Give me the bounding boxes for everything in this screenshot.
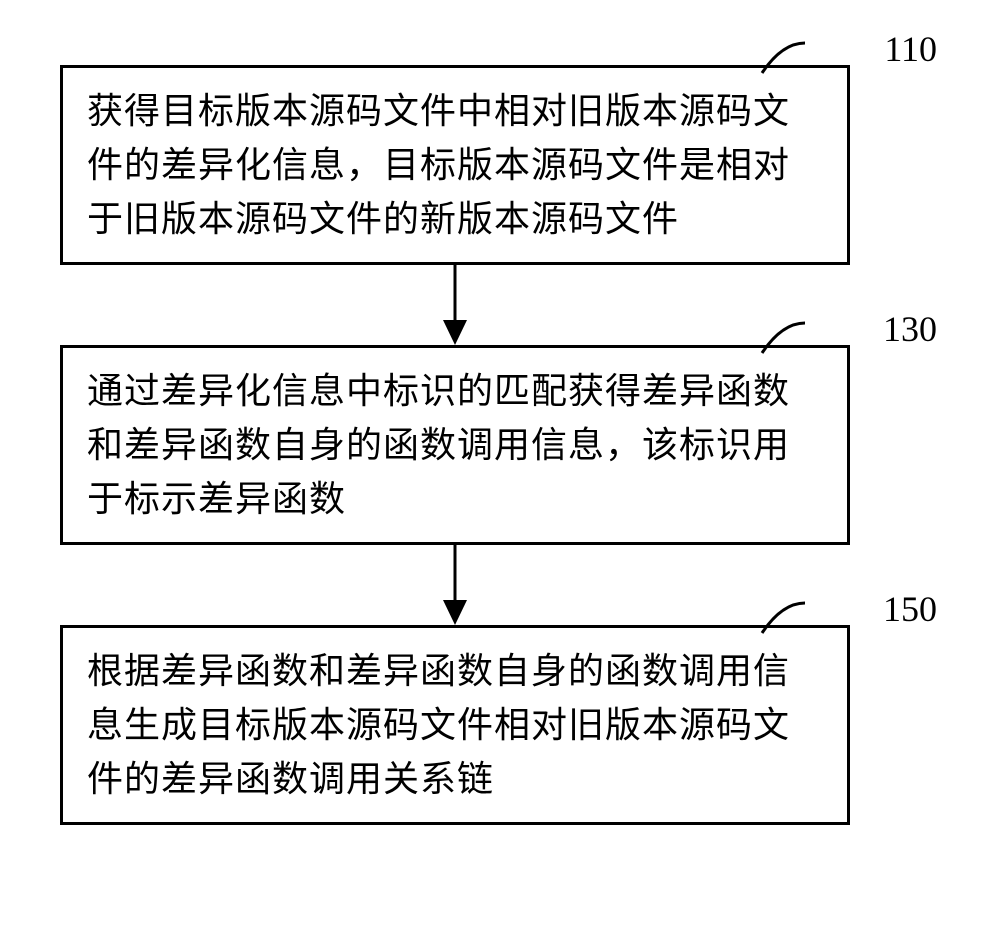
- step-text-150: 根据差异函数和差异函数自身的函数调用信息生成目标版本源码文件相对旧版本源码文件的…: [87, 644, 823, 806]
- arrow-110-130: [60, 265, 850, 345]
- ref-label-150: 150: [883, 588, 937, 630]
- step-text-110: 获得目标版本源码文件中相对旧版本源码文件的差异化信息，目标版本源码文件是相对于旧…: [87, 84, 823, 246]
- ref-curve-150: [757, 598, 807, 638]
- arrow-130-150: [60, 545, 850, 625]
- ref-label-130: 130: [883, 308, 937, 350]
- flow-step-130: 130 通过差异化信息中标识的匹配获得差异函数和差异函数自身的函数调用信息，该标…: [60, 345, 850, 545]
- ref-curve-130: [757, 318, 807, 358]
- flow-step-110: 110 获得目标版本源码文件中相对旧版本源码文件的差异化信息，目标版本源码文件是…: [60, 65, 850, 265]
- step-text-130: 通过差异化信息中标识的匹配获得差异函数和差异函数自身的函数调用信息，该标识用于标…: [87, 364, 823, 526]
- flow-step-150: 150 根据差异函数和差异函数自身的函数调用信息生成目标版本源码文件相对旧版本源…: [60, 625, 850, 825]
- ref-curve-110: [757, 38, 807, 78]
- ref-label-110: 110: [884, 28, 937, 70]
- flowchart-container: 110 获得目标版本源码文件中相对旧版本源码文件的差异化信息，目标版本源码文件是…: [60, 40, 940, 825]
